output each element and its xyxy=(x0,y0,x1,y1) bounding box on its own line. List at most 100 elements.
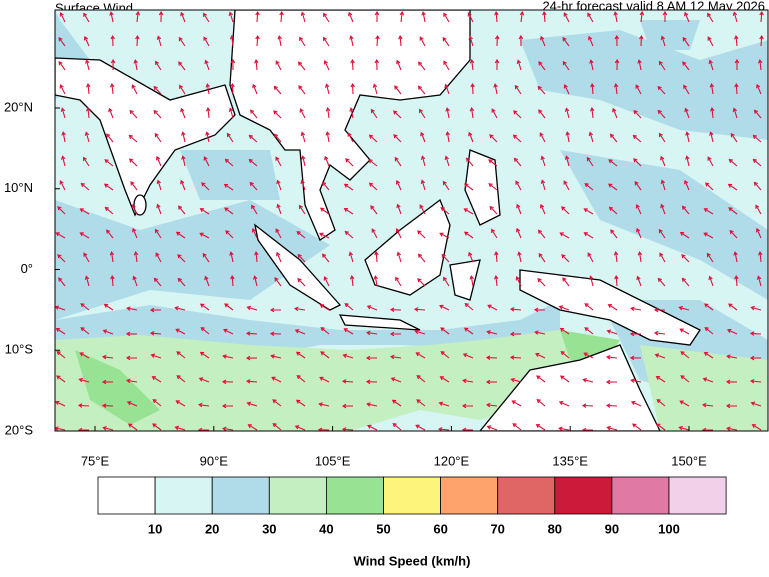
wind-arrow xyxy=(419,108,426,119)
wind-arrow xyxy=(180,107,186,119)
wind-arrow xyxy=(251,204,258,215)
wind-arrow xyxy=(702,377,714,383)
wind-arrow xyxy=(470,82,475,95)
wind-arrow xyxy=(149,307,162,313)
land xyxy=(55,57,236,217)
wind-arrow xyxy=(588,131,594,143)
wind-arrow xyxy=(443,276,450,287)
wind-arrow xyxy=(586,156,594,167)
wind-arrow xyxy=(106,133,114,143)
wind-arrow xyxy=(417,278,426,287)
colorbar-tick-label: 20 xyxy=(205,521,219,536)
wind-arrow xyxy=(56,350,66,359)
wind-arrow xyxy=(370,108,378,119)
wind-arrow xyxy=(203,36,210,47)
wind-arrow xyxy=(442,36,450,47)
wind-arrow xyxy=(419,36,426,47)
wind-arrow xyxy=(245,355,258,361)
wind-arrow xyxy=(469,275,474,287)
wind-arrow xyxy=(607,183,618,191)
wind-arrow xyxy=(635,204,642,215)
wind-arrow xyxy=(197,427,210,431)
wind-arrow xyxy=(540,35,546,47)
wind-arrow xyxy=(703,351,714,359)
wind-arrow xyxy=(152,398,162,407)
wind-arrow xyxy=(654,353,666,359)
wind-arrow xyxy=(509,355,522,360)
wind-arrow xyxy=(174,425,186,431)
wind-arrow xyxy=(732,11,738,23)
wind-arrow xyxy=(513,157,522,167)
wind-arrow xyxy=(441,253,450,263)
wind-arrow xyxy=(109,82,115,95)
wind-arrow xyxy=(558,426,570,431)
wind-arrow xyxy=(415,352,426,359)
wind-arrow xyxy=(393,134,402,143)
wind-arrow xyxy=(538,252,546,263)
wind-arrow xyxy=(153,109,162,119)
wind-arrow xyxy=(684,107,690,119)
wind-arrow xyxy=(462,353,474,359)
wind-arrow xyxy=(269,307,282,313)
wind-arrow xyxy=(109,11,114,23)
wind-arrow xyxy=(707,36,714,47)
wind-arrow xyxy=(465,157,474,167)
wind-arrow xyxy=(301,155,306,167)
wind-arrow xyxy=(614,274,619,287)
wind-arrow xyxy=(229,251,234,263)
wind-arrow xyxy=(294,425,306,431)
land xyxy=(229,10,471,241)
colorbar-swatch xyxy=(97,476,156,515)
axes: 20°N 10°N 0° 10°S 20°S 75°E 90°E 105°E 120°E 135°… xyxy=(4,99,707,468)
wind-arrow xyxy=(55,400,66,407)
wind-arrow xyxy=(103,303,114,311)
wind-arrow xyxy=(151,376,162,383)
wind-arrow xyxy=(681,254,690,263)
wind-arrow xyxy=(537,278,546,287)
wind-arrow xyxy=(396,59,402,71)
wind-arrow xyxy=(295,351,306,359)
wind-arrow xyxy=(176,351,186,359)
wind-arrow xyxy=(445,107,450,119)
wind-arrow xyxy=(365,379,378,385)
wind-arrow xyxy=(349,107,354,119)
wind-arrow xyxy=(374,250,379,263)
wind-arrow xyxy=(464,302,474,311)
wind-arrow xyxy=(613,11,618,23)
wind-arrow xyxy=(126,306,138,311)
wind-arrow xyxy=(684,179,690,191)
wind-arrow xyxy=(468,251,474,263)
wind-arrow xyxy=(245,379,258,384)
map-field xyxy=(55,10,768,431)
wind-arrow xyxy=(149,331,162,336)
wind-arrow xyxy=(726,328,738,335)
land xyxy=(338,314,421,331)
wind-arrow xyxy=(322,36,330,47)
wind-arrow xyxy=(349,35,354,47)
wind-arrow xyxy=(59,12,66,23)
wind-arrow xyxy=(202,252,210,263)
wind-arrow xyxy=(515,276,522,287)
wind-arrow xyxy=(635,84,642,95)
wind-arrow xyxy=(533,307,546,313)
wind-arrow xyxy=(658,60,666,71)
wind-arrow xyxy=(198,377,210,383)
wind-arrow xyxy=(319,207,330,215)
wind-arrow xyxy=(155,155,162,167)
wind-arrow xyxy=(681,277,690,287)
wind-arrow xyxy=(275,156,282,167)
wind-arrow xyxy=(395,228,402,239)
wind-arrow xyxy=(366,402,378,407)
wind-arrow xyxy=(177,254,186,263)
wind-arrow xyxy=(254,58,259,71)
colorbar-swatch xyxy=(668,476,727,515)
colorbar-swatch xyxy=(268,476,327,515)
wind-arrow xyxy=(341,403,354,409)
wind-arrow xyxy=(637,251,643,263)
wind-arrow xyxy=(420,131,426,143)
wind-arrow xyxy=(350,58,355,71)
wind-arrow xyxy=(55,232,66,239)
wind-arrow xyxy=(514,84,522,95)
wind-arrow xyxy=(418,61,426,71)
wind-arrow xyxy=(205,131,210,143)
